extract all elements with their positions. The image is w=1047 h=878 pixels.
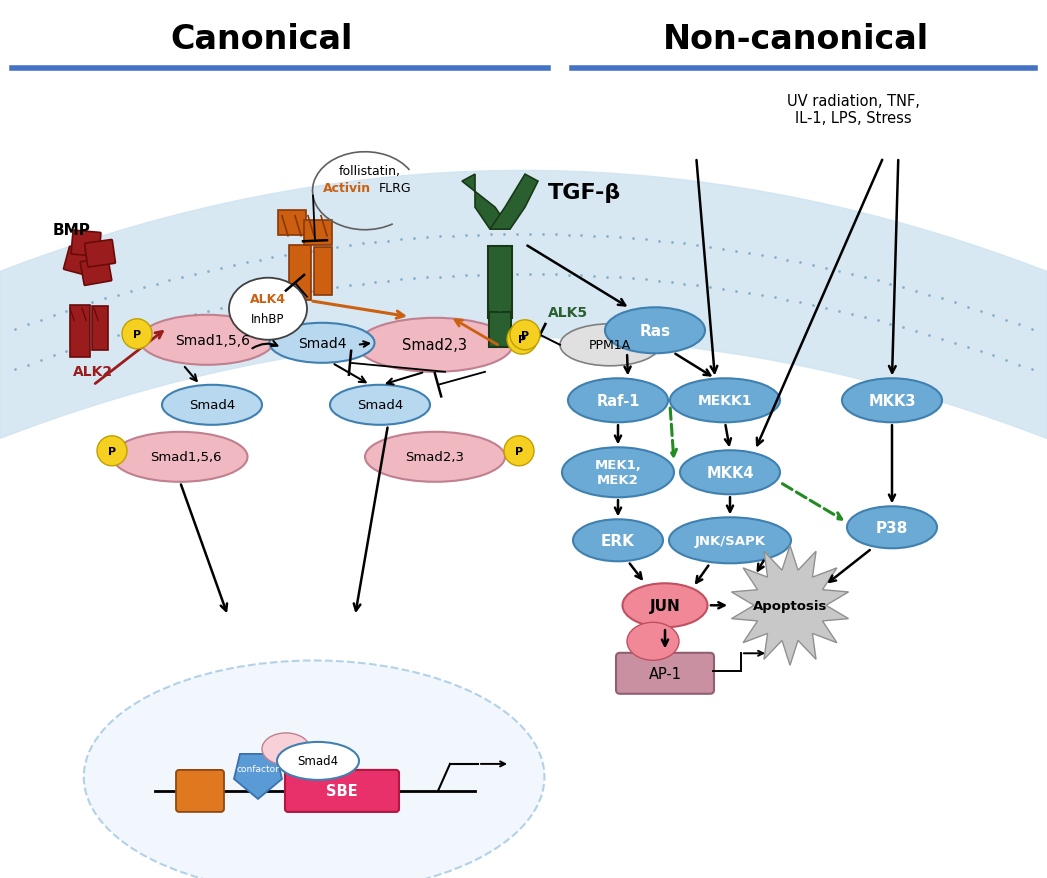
Ellipse shape xyxy=(507,325,537,355)
Text: MEKK1: MEKK1 xyxy=(697,394,752,407)
Text: Canonical: Canonical xyxy=(171,23,353,56)
Text: Smad2,3: Smad2,3 xyxy=(402,338,468,353)
Ellipse shape xyxy=(569,378,668,423)
Text: P: P xyxy=(521,330,529,341)
Ellipse shape xyxy=(842,378,942,423)
Ellipse shape xyxy=(357,319,512,372)
Text: Apoptosis: Apoptosis xyxy=(753,599,827,612)
Bar xyxy=(289,246,311,301)
Text: SBE: SBE xyxy=(327,783,358,798)
Ellipse shape xyxy=(562,448,674,498)
Text: Smad2,3: Smad2,3 xyxy=(405,450,465,464)
Text: ALK2: ALK2 xyxy=(73,365,113,378)
Text: Ras: Ras xyxy=(640,323,670,338)
FancyBboxPatch shape xyxy=(71,231,101,257)
Ellipse shape xyxy=(623,584,708,628)
Text: Smad1,5,6: Smad1,5,6 xyxy=(151,450,222,464)
Text: InhBP: InhBP xyxy=(251,313,285,326)
Bar xyxy=(304,221,332,246)
Text: MKK4: MKK4 xyxy=(707,465,754,480)
Text: Smad4: Smad4 xyxy=(188,399,236,412)
Text: Activin: Activin xyxy=(322,182,371,195)
FancyBboxPatch shape xyxy=(85,241,115,268)
Ellipse shape xyxy=(510,320,540,350)
Bar xyxy=(92,307,108,351)
Ellipse shape xyxy=(669,518,790,564)
Text: UV radiation, TNF,
IL-1, LPS, Stress: UV radiation, TNF, IL-1, LPS, Stress xyxy=(787,94,919,126)
Polygon shape xyxy=(732,545,848,666)
Text: ALK5: ALK5 xyxy=(548,306,588,320)
Bar xyxy=(70,306,90,358)
Text: Smad4: Smad4 xyxy=(297,754,338,767)
Text: BMP: BMP xyxy=(53,222,91,237)
Text: confactor: confactor xyxy=(237,765,280,774)
Ellipse shape xyxy=(680,450,780,494)
Ellipse shape xyxy=(162,385,262,425)
Polygon shape xyxy=(490,175,538,230)
Ellipse shape xyxy=(112,432,247,482)
Ellipse shape xyxy=(847,507,937,549)
Ellipse shape xyxy=(262,733,310,765)
Polygon shape xyxy=(462,175,510,230)
Text: P: P xyxy=(515,446,524,457)
Text: ERK: ERK xyxy=(601,533,634,548)
FancyBboxPatch shape xyxy=(64,247,96,277)
Ellipse shape xyxy=(84,660,544,878)
Text: ALK4: ALK4 xyxy=(250,293,286,306)
Text: PPM1A: PPM1A xyxy=(588,339,631,352)
Ellipse shape xyxy=(122,320,152,349)
Text: MKK3: MKK3 xyxy=(868,393,916,408)
FancyBboxPatch shape xyxy=(616,653,714,694)
Text: TGF-β: TGF-β xyxy=(549,183,622,203)
Text: Non-canonical: Non-canonical xyxy=(663,23,929,56)
Text: P: P xyxy=(108,446,116,457)
Ellipse shape xyxy=(229,278,307,341)
Ellipse shape xyxy=(670,378,780,423)
FancyBboxPatch shape xyxy=(81,258,112,286)
Text: follistatin,: follistatin, xyxy=(339,165,401,178)
Bar xyxy=(489,313,511,347)
FancyBboxPatch shape xyxy=(176,770,224,812)
Ellipse shape xyxy=(277,742,359,780)
Ellipse shape xyxy=(330,385,430,425)
Ellipse shape xyxy=(139,315,274,365)
Text: Smad1,5,6: Smad1,5,6 xyxy=(176,334,250,348)
Text: FLRG: FLRG xyxy=(379,182,411,195)
Text: Smad4: Smad4 xyxy=(297,336,347,350)
Polygon shape xyxy=(233,754,282,799)
Text: MEK1,
MEK2: MEK1, MEK2 xyxy=(595,459,642,486)
Ellipse shape xyxy=(269,323,375,363)
Text: AP-1: AP-1 xyxy=(648,666,682,681)
Text: P: P xyxy=(133,329,141,340)
Text: P: P xyxy=(518,335,526,345)
Text: Smad4: Smad4 xyxy=(357,399,403,412)
Ellipse shape xyxy=(560,325,660,366)
Text: P38: P38 xyxy=(875,520,908,536)
Ellipse shape xyxy=(504,436,534,466)
Ellipse shape xyxy=(365,432,505,482)
Text: Raf-1: Raf-1 xyxy=(596,393,640,408)
Ellipse shape xyxy=(573,520,663,562)
Ellipse shape xyxy=(97,436,127,466)
Ellipse shape xyxy=(605,308,705,354)
Bar xyxy=(488,247,512,319)
FancyBboxPatch shape xyxy=(285,770,399,812)
Text: JNK/SAPK: JNK/SAPK xyxy=(694,534,765,547)
Text: JUN: JUN xyxy=(649,598,681,613)
Bar xyxy=(279,211,306,236)
Bar xyxy=(314,248,332,295)
Ellipse shape xyxy=(627,623,680,660)
